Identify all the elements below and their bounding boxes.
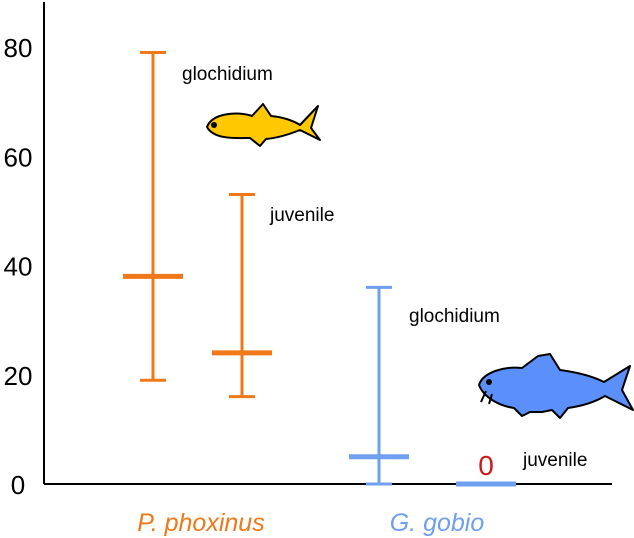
range-marks bbox=[123, 50, 516, 487]
y-ticks: 0 20 40 60 80 bbox=[4, 33, 33, 500]
range-mark-2 bbox=[349, 285, 409, 486]
yellow-minnow-icon bbox=[206, 103, 321, 147]
annotation-phoxinus-glochidium: glochidium bbox=[182, 64, 273, 85]
y-tick-label-20: 20 bbox=[4, 361, 33, 391]
annotation-phoxinus-juvenile: juvenile bbox=[269, 205, 334, 226]
blue-gudgeon-icon bbox=[478, 353, 634, 419]
y-tick-label-80: 80 bbox=[4, 33, 33, 63]
annotation-gobio-juvenile: juvenile bbox=[522, 450, 587, 471]
y-tick-label-60: 60 bbox=[4, 142, 33, 172]
axes bbox=[43, 2, 612, 485]
category-label-phoxinus: P. phoxinus bbox=[137, 509, 264, 537]
range-mark-1 bbox=[212, 192, 272, 399]
zero-value-label: 0 bbox=[478, 450, 494, 481]
range-mark-0 bbox=[123, 50, 183, 382]
category-label-gobio: G. gobio bbox=[390, 509, 485, 537]
y-tick-label-40: 40 bbox=[4, 252, 33, 282]
y-tick-label-0: 0 bbox=[11, 470, 25, 500]
annotation-gobio-glochidium: glochidium bbox=[409, 306, 500, 327]
